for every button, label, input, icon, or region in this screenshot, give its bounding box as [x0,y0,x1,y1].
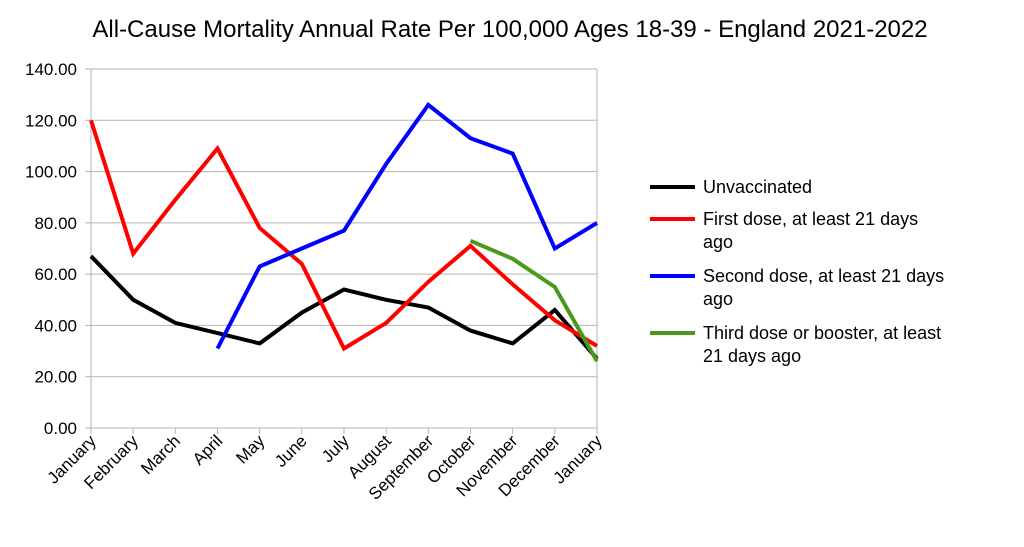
series-line-3 [469,238,599,363]
y-tick-label: 140.00 [25,60,77,79]
legend-label: First dose, at least 21 days [703,209,918,229]
chart-title: All-Cause Mortality Annual Rate Per 100,… [92,16,927,43]
y-tick-label: 80.00 [34,214,77,233]
legend-label: ago [703,289,733,309]
legend: Unvaccinated First dose, at least 21 days… [650,177,944,366]
y-tick-label: 0.00 [44,419,77,438]
x-tick-label: March [137,431,184,478]
y-tick-label: 20.00 [34,368,77,387]
series-lines [89,102,599,363]
grid [91,68,597,429]
y-tick-label: 100.00 [25,163,77,182]
y-tick-label: 40.00 [34,316,77,335]
series-line-1 [89,119,599,352]
series-line-2 [215,102,599,350]
legend-label: ago [703,232,733,252]
legend-label: Third dose or booster, at least [703,323,941,343]
x-tick-label: July [318,431,353,466]
x-tick-label: June [271,431,311,471]
legend-label: Unvaccinated [703,177,812,197]
axes: 0.00 20.00 40.00 60.00 80.00 100.00 120.00 140.… [25,60,606,504]
x-tick-label: April [189,431,226,468]
x-tick-label: May [232,431,268,467]
y-tick-label: 60.00 [34,265,77,284]
series-line-0 [89,254,599,361]
y-tick-label: 120.00 [25,111,77,130]
legend-label: Second dose, at least 21 days [703,266,944,286]
legend-label: 21 days ago [703,346,801,366]
